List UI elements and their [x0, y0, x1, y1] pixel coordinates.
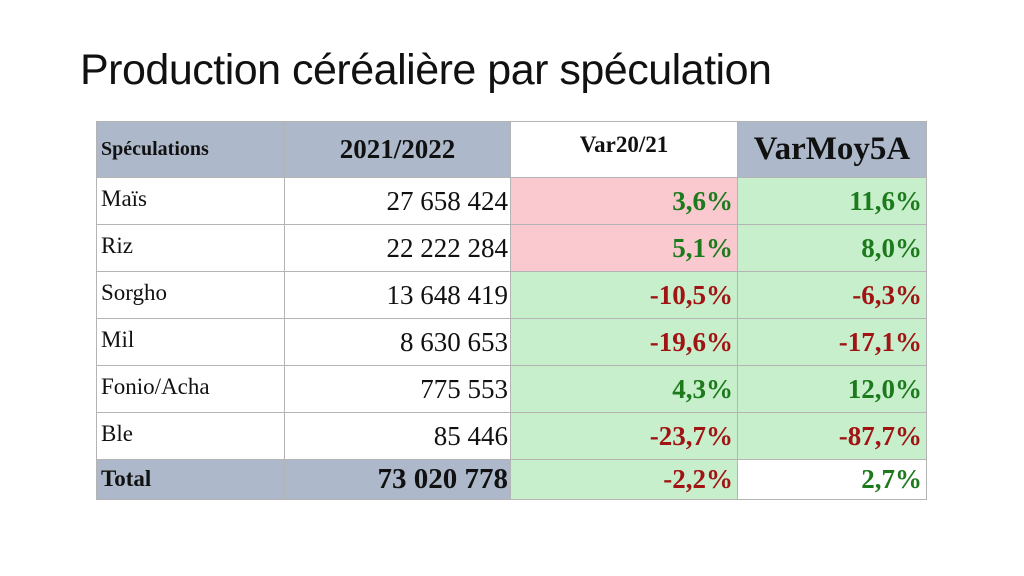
row-varmoy: 8,0%	[737, 224, 927, 272]
table-row-ble: Ble 85 446 -23,7% -87,7%	[96, 412, 927, 460]
row-name: Ble	[96, 412, 285, 460]
row-value: 27 658 424	[284, 177, 511, 225]
table-header-row: Spéculations 2021/2022 Var20/21 VarMoy5A	[96, 121, 927, 178]
row-varmoy: -87,7%	[737, 412, 927, 460]
row-var: 4,3%	[510, 365, 738, 413]
header-varmoy5a: VarMoy5A	[737, 121, 927, 178]
header-speculations: Spéculations	[96, 121, 285, 178]
total-value: 73 020 778	[284, 459, 511, 500]
table-row-sorgho: Sorgho 13 648 419 -10,5% -6,3%	[96, 271, 927, 319]
total-varmoy: 2,7%	[737, 459, 927, 500]
row-value: 13 648 419	[284, 271, 511, 319]
table-row-mil: Mil 8 630 653 -19,6% -17,1%	[96, 318, 927, 366]
table-row-riz: Riz 22 222 284 5,1% 8,0%	[96, 224, 927, 272]
row-value: 85 446	[284, 412, 511, 460]
row-var: -19,6%	[510, 318, 738, 366]
production-table: Spéculations 2021/2022 Var20/21 VarMoy5A…	[96, 121, 927, 500]
total-var: -2,2%	[510, 459, 738, 500]
row-value: 775 553	[284, 365, 511, 413]
row-varmoy: 12,0%	[737, 365, 927, 413]
row-var: 5,1%	[510, 224, 738, 272]
total-name: Total	[96, 459, 285, 500]
table-row-mais: Maïs 27 658 424 3,6% 11,6%	[96, 177, 927, 225]
row-name: Mil	[96, 318, 285, 366]
row-varmoy: 11,6%	[737, 177, 927, 225]
row-var: -10,5%	[510, 271, 738, 319]
row-value: 8 630 653	[284, 318, 511, 366]
table-row-fonio: Fonio/Acha 775 553 4,3% 12,0%	[96, 365, 927, 413]
header-2021-2022: 2021/2022	[284, 121, 511, 178]
row-varmoy: -17,1%	[737, 318, 927, 366]
row-name: Riz	[96, 224, 285, 272]
page-title: Production céréalière par spéculation	[80, 46, 772, 94]
row-varmoy: -6,3%	[737, 271, 927, 319]
row-name: Fonio/Acha	[96, 365, 285, 413]
row-var: -23,7%	[510, 412, 738, 460]
row-value: 22 222 284	[284, 224, 511, 272]
table-row-total: Total 73 020 778 -2,2% 2,7%	[96, 459, 927, 500]
row-name: Sorgho	[96, 271, 285, 319]
row-name: Maïs	[96, 177, 285, 225]
row-var: 3,6%	[510, 177, 738, 225]
header-var20-21: Var20/21	[510, 121, 738, 178]
